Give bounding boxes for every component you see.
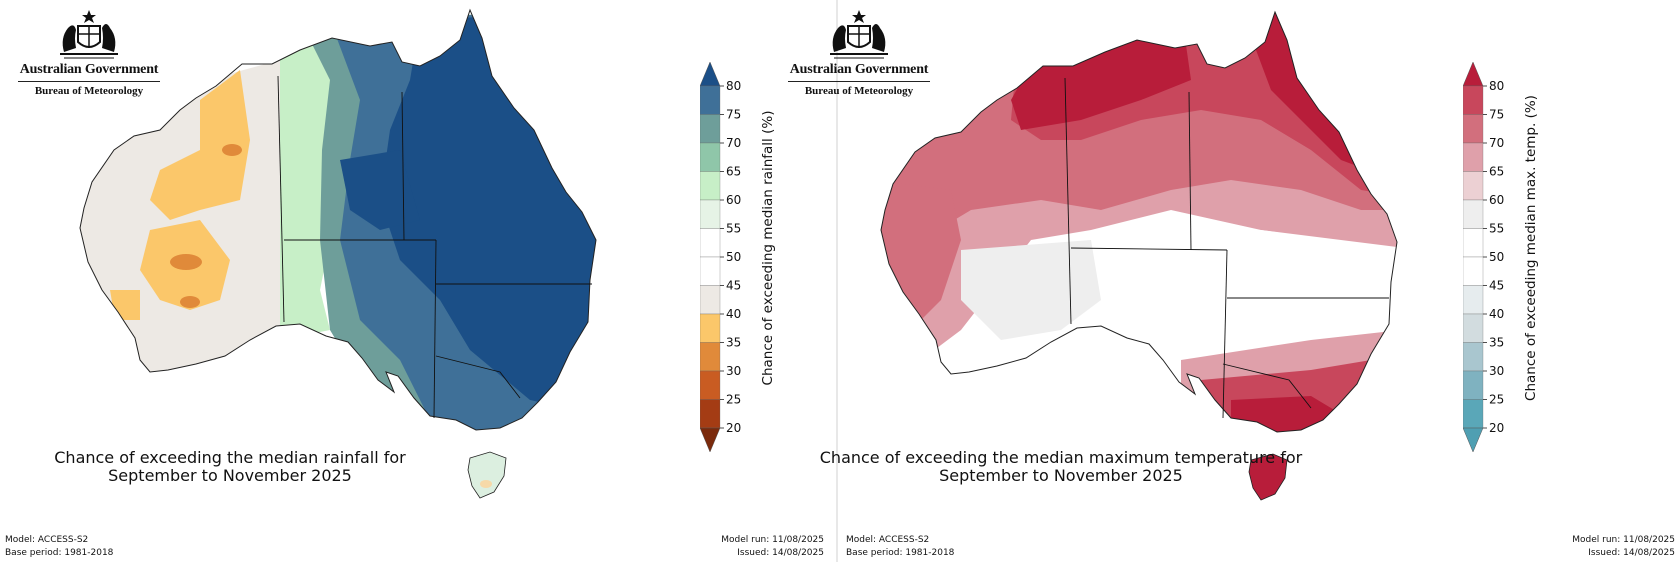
temperature-colorbar-tick-label: 50 (1489, 250, 1504, 264)
temperature-colorbar-tick-label: 45 (1489, 279, 1504, 293)
rainfall-colorbar-tick-label: 75 (726, 108, 741, 122)
temperature-colorbar-top-arrow (1462, 61, 1484, 87)
temperature-issued-date: Issued: 14/08/2025 (1588, 548, 1675, 558)
rainfall-colorbar-tick-label: 50 (726, 250, 741, 264)
temperature-footer-right: Model run: 11/08/2025 Issued: 14/08/2025 (1572, 534, 1675, 560)
rainfall-issued-date: Issued: 14/08/2025 (737, 548, 824, 558)
rainfall-model-run: Model run: 11/08/2025 (721, 535, 824, 545)
temperature-colorbar-bottom-arrow (1462, 427, 1484, 453)
rainfall-caption-line1: Chance of exceeding the median rainfall … (54, 448, 406, 467)
rainfall-colorbar-top-arrow (699, 61, 721, 87)
rainfall-colorbar-tick-label: 80 (726, 79, 741, 93)
rainfall-caption-line2: September to November 2025 (108, 466, 352, 485)
rainfall-caption: Chance of exceeding the median rainfall … (0, 449, 490, 485)
temperature-model-run: Model run: 11/08/2025 (1572, 535, 1675, 545)
logo-rule (788, 81, 930, 82)
temperature-base-period: Base period: 1981-2018 (846, 548, 955, 558)
temperature-colorbar-tick-label: 35 (1489, 336, 1504, 350)
temperature-colorbar-band (1462, 228, 1484, 258)
rainfall-colorbar-band (699, 370, 721, 400)
temperature-colorbar-band (1462, 370, 1484, 400)
temperature-colorbar-tick-label: 20 (1489, 421, 1504, 435)
rainfall-outlook-panel: Australian Government Bureau of Meteorol… (0, 0, 834, 562)
panel-divider (836, 0, 838, 562)
temperature-colorbar-tick-label: 55 (1489, 222, 1504, 236)
temperature-colorbar-tick-label: 60 (1489, 193, 1504, 207)
temperature-colorbar-band (1462, 399, 1484, 429)
rainfall-colorbar-band (699, 256, 721, 286)
temperature-colorbar-band (1462, 199, 1484, 229)
rainfall-colorbar-band (699, 199, 721, 229)
rainfall-colorbar-tick-label: 65 (726, 165, 741, 179)
government-logo: Australian Government Bureau of Meteorol… (14, 8, 164, 97)
temperature-colorbar-tick-label: 70 (1489, 136, 1504, 150)
rainfall-model-name: Model: ACCESS-S2 (5, 535, 89, 545)
temperature-map (880, 10, 1398, 501)
bureau-name: Bureau of Meteorology (804, 85, 914, 97)
temperature-colorbar-tick-label: 80 (1489, 79, 1504, 93)
temperature-caption-line1: Chance of exceeding the median maximum t… (819, 448, 1303, 467)
rainfall-colorbar-tick-label: 40 (726, 307, 741, 321)
bureau-name: Bureau of Meteorology (34, 85, 144, 97)
rainfall-colorbar-tick-label: 20 (726, 421, 741, 435)
rainfall-colorbar-band (699, 285, 721, 315)
rainfall-colorbar-tick-label: 25 (726, 393, 741, 407)
rainfall-colorbar-band (699, 142, 721, 172)
temperature-colorbar-band (1462, 285, 1484, 315)
temperature-colorbar-band (1462, 142, 1484, 172)
rainfall-colorbar-band (699, 313, 721, 343)
tasmania-shape (1248, 453, 1288, 501)
temperature-footer-left: Model: ACCESS-S2 Base period: 1981-2018 (846, 534, 954, 560)
rainfall-colorbar-tick-label: 30 (726, 364, 741, 378)
temperature-colorbar-band (1462, 256, 1484, 286)
rainfall-colorbar-band (699, 114, 721, 144)
state-borders (1064, 77, 1389, 419)
coat-of-arms-icon (60, 10, 118, 59)
rainfall-colorbar-band (699, 228, 721, 258)
rainfall-colorbar-bottom-arrow (699, 427, 721, 453)
rainfall-colorbar-band (699, 342, 721, 372)
temperature-colorbar-band (1462, 85, 1484, 115)
government-logo-temp: Australian Government Bureau of Meteorol… (784, 8, 934, 97)
rainfall-footer-left: Model: ACCESS-S2 Base period: 1981-2018 (5, 534, 113, 560)
tasmania-shape (467, 451, 507, 499)
temperature-colorbar-band (1462, 171, 1484, 201)
rainfall-colorbar-band (699, 171, 721, 201)
logo-rule (18, 81, 160, 82)
temperature-colorbar-tick-label: 25 (1489, 393, 1504, 407)
temperature-colorbar-band (1462, 313, 1484, 343)
temperature-colorbar-label: Chance of exceeding median max. temp. (%… (1523, 95, 1539, 401)
government-name: Australian Government (19, 62, 159, 77)
rainfall-map (79, 8, 597, 499)
rainfall-colorbar-tick-label: 35 (726, 336, 741, 350)
coat-of-arms-icon (830, 10, 888, 59)
temperature-outlook-panel: Australian Government Bureau of Meteorol… (788, 0, 1675, 562)
temperature-colorbar-tick-label: 40 (1489, 307, 1504, 321)
rainfall-colorbar-scale: 80 75 70 65 60 55 50 45 40 35 30 25 20 (699, 61, 741, 453)
temperature-colorbar: 80 75 70 65 60 55 50 45 40 35 30 25 20 Chance of exc… (1462, 60, 1539, 462)
rainfall-colorbar-tick-label: 45 (726, 279, 741, 293)
temperature-model-name: Model: ACCESS-S2 (846, 535, 930, 545)
temperature-colorbar-band (1462, 114, 1484, 144)
temperature-colorbar-tick-label: 30 (1489, 364, 1504, 378)
temperature-colorbar-tick-label: 65 (1489, 165, 1504, 179)
rainfall-base-period: Base period: 1981-2018 (5, 548, 114, 558)
temperature-caption: Chance of exceeding the median maximum t… (781, 449, 1341, 485)
temperature-colorbar-scale: 80 75 70 65 60 55 50 45 40 35 30 25 20 (1462, 61, 1504, 453)
rainfall-colorbar: 80 75 70 65 60 55 50 45 40 35 30 25 20 Chance of exc… (699, 60, 776, 462)
temperature-colorbar-band (1462, 342, 1484, 372)
rainfall-footer-right: Model run: 11/08/2025 Issued: 14/08/2025 (721, 534, 824, 560)
rainfall-colorbar-tick-label: 60 (726, 193, 741, 207)
rainfall-colorbar-tick-label: 70 (726, 136, 741, 150)
rainfall-colorbar-band (699, 85, 721, 115)
government-name: Australian Government (789, 62, 929, 77)
rainfall-colorbar-band (699, 399, 721, 429)
rainfall-colorbar-label: Chance of exceeding median rainfall (%) (760, 110, 776, 386)
state-borders (277, 75, 592, 419)
temperature-caption-line2: September to November 2025 (939, 466, 1183, 485)
temperature-colorbar-tick-label: 75 (1489, 108, 1504, 122)
rainfall-colorbar-tick-label: 55 (726, 222, 741, 236)
